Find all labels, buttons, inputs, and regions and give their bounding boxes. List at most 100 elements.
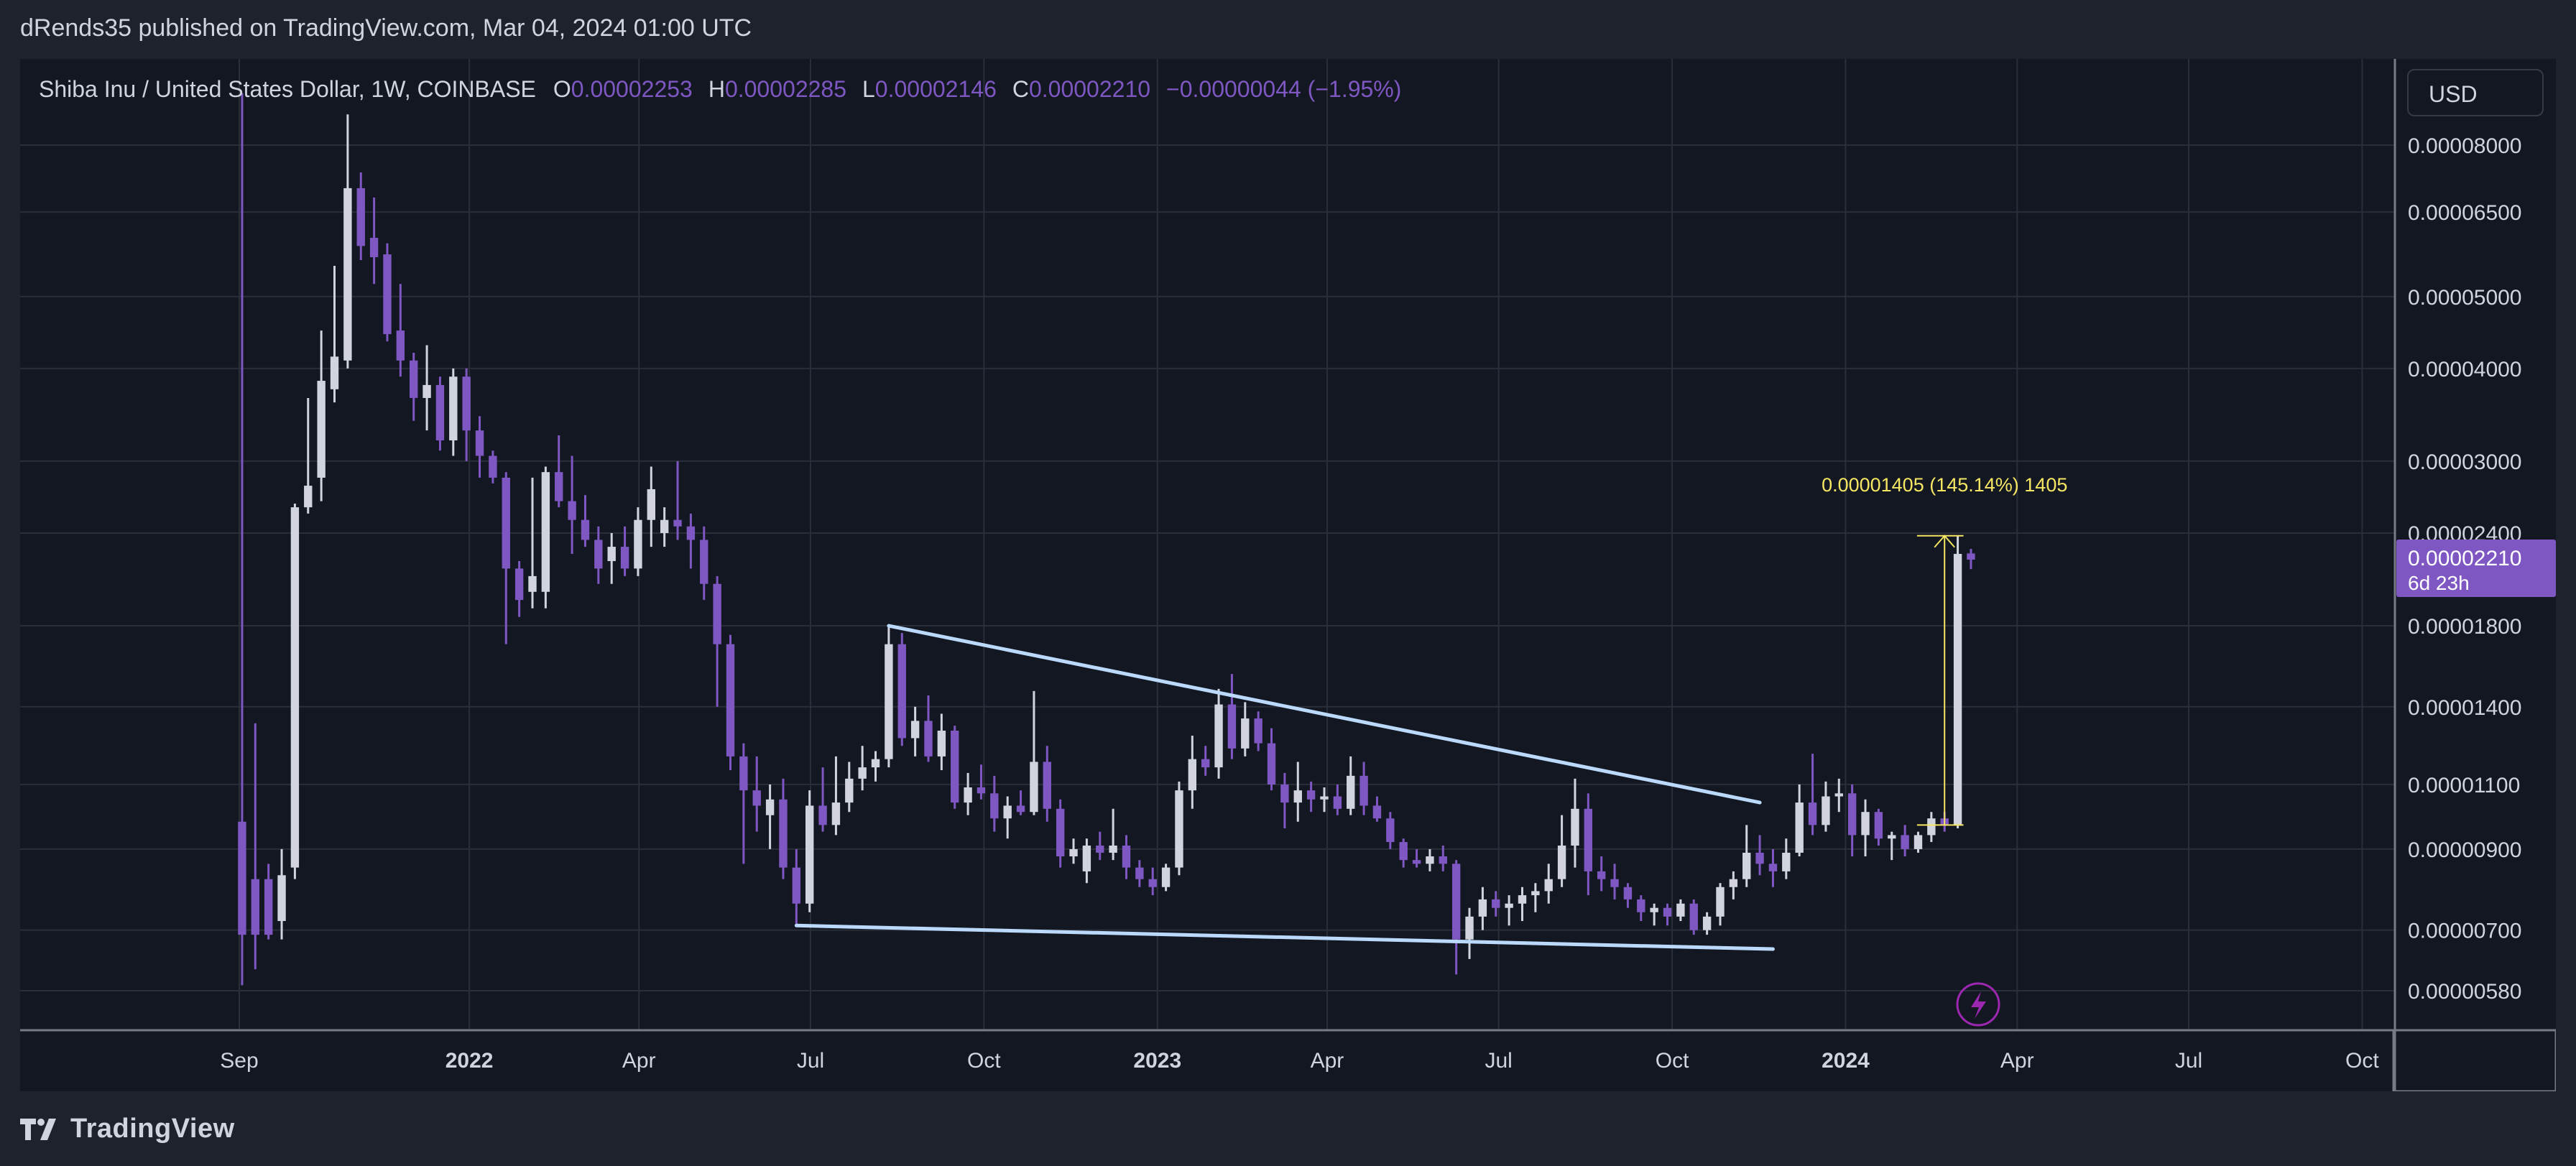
candle-body [1043,762,1051,809]
candle-body [990,793,999,819]
candle-body [1492,899,1500,908]
candle-body [1148,879,1157,887]
candle-body [1096,845,1104,853]
candle-body [1861,812,1870,836]
high-label: H [708,76,725,102]
candle-body [581,519,590,540]
candle-body [369,238,379,257]
time-tick-label: 2024 [1822,1049,1870,1073]
low-label: L [862,76,875,102]
candle-body [1069,848,1078,857]
candle-body [1505,903,1513,908]
candle-body [1927,818,1936,836]
time-tick-label: Apr [1311,1049,1344,1073]
candle-body [1451,864,1461,940]
candle-body [1478,899,1487,917]
candles [238,93,1975,986]
candle-body [238,821,246,935]
candle-body [805,805,814,904]
candle-body [1241,718,1250,749]
candle-body [290,507,300,868]
candle-body [937,731,946,756]
candle-body [1663,907,1672,917]
price-tick-label: 0.00000580 [2408,980,2522,1004]
candle-body [1254,718,1262,744]
chart-svg[interactable]: 0.00001405 (145.14%) 14050.000080000.000… [20,59,2556,1091]
time-tick-label: 2023 [1133,1049,1181,1073]
price-tick-label: 0.00003000 [2408,450,2522,474]
candle-body [871,759,880,768]
candle-body [1953,553,1962,825]
candle-body [568,501,576,520]
candle-body [1399,842,1408,861]
candle-body [1901,835,1909,849]
candle-body [277,875,286,922]
candle-body [1702,916,1712,930]
time-tick-label: Jul [797,1049,824,1073]
candle-body [1847,793,1857,836]
candle-body [1359,775,1368,806]
candle-body [1320,796,1329,800]
time-tick-label: 2022 [446,1049,494,1073]
candle-body [1913,835,1923,849]
candle-body [1755,852,1764,864]
measure-label: 0.00001405 (145.14%) 1405 [1822,474,2067,496]
candle-body [1439,856,1447,864]
candle-body [449,376,458,440]
candle-body [1082,845,1091,871]
candle-body [818,805,827,825]
chart-background [20,59,2556,1091]
candle-body [1676,903,1685,917]
candle-body [977,787,986,794]
candle-body [489,455,497,478]
candle-body [343,188,352,361]
candle-body [964,787,972,803]
lightning-icon[interactable] [1956,982,2000,1027]
candle-body [713,583,721,644]
candle-body [396,330,405,361]
tradingview-logo-icon [20,1118,56,1140]
candle-body [1782,852,1791,871]
time-tick-label: Apr [2000,1049,2034,1073]
price-range-measure: 0.00001405 (145.14%) 1405 [1822,474,2067,826]
price-tick-label: 0.00001400 [2408,696,2522,720]
price-tick-label: 0.00005000 [2408,286,2522,310]
open-label: O [553,76,571,102]
axis-corner [2392,1029,2556,1091]
candle-body [686,526,696,540]
candle-body [1214,704,1223,768]
publish-header: dRends35 published on TradingView.com, M… [0,0,2576,59]
candle-body [1109,845,1117,853]
time-tick-label: Oct [1656,1049,1689,1073]
candle-body [779,799,788,868]
candle-body [1412,860,1421,864]
candle-body [1056,808,1065,857]
last-price-countdown: 6d 23h [2408,572,2470,594]
candle-body [383,254,392,335]
candle-body [1188,759,1197,791]
chart-panel[interactable]: 0.00001405 (145.14%) 1405 0.00008000 0.000… [20,59,2556,1091]
candle-body [1822,796,1830,825]
candle-body [1267,743,1276,785]
candle-body [1637,899,1645,912]
trendline [794,923,1775,951]
candle-body [1874,812,1883,839]
candle-body [594,540,603,569]
candle-body [792,867,801,904]
currency-button[interactable]: USD [2407,69,2544,116]
last-price-value: 0.00002210 [2408,547,2522,570]
candle-body [1347,775,1355,809]
symbol-name[interactable]: Shiba Inu / United States Dollar, 1W, CO… [39,76,536,102]
tradingview-logo[interactable]: TradingView [20,1114,235,1144]
footer [0,1091,2576,1166]
candle-body [1650,907,1658,912]
candle-body [885,644,893,759]
candle-body [502,477,510,569]
candle-body [317,381,326,478]
candle-body [1888,835,1896,839]
candle-body [1610,879,1619,887]
candle-body [1742,852,1751,879]
symbol-legend: Shiba Inu / United States Dollar, 1W, CO… [39,76,1401,103]
candle-body [831,802,841,825]
high-value: 0.00002285 [724,76,846,102]
